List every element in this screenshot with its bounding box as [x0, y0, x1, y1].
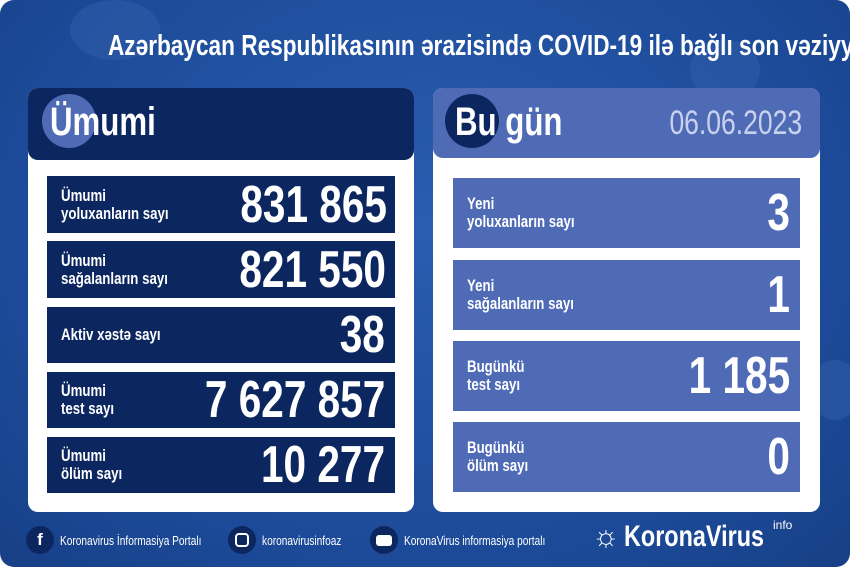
- total-tests-row: Ümumi test sayı 7 627 857: [47, 371, 395, 429]
- today-panel: Bu gün 06.06.2023 Yeni yoluxanların sayı 3…: [433, 88, 820, 512]
- today-title: Bu gün: [455, 100, 563, 144]
- youtube-link[interactable]: KoronaVirus informasiya portalı: [370, 526, 585, 554]
- youtube-icon: [370, 526, 398, 554]
- today-tests-row: Bugünkü test sayı 1 185: [453, 341, 800, 411]
- sun-icon: ☼: [592, 520, 620, 553]
- total-recovered-row: Ümumi sağalanların sayı 821 550: [47, 241, 395, 299]
- total-panel: Ümumi Ümumi yoluxanların sayı 831 865 Ümum…: [28, 88, 414, 512]
- total-infected-row: Ümumi yoluxanların sayı 831 865: [47, 176, 395, 234]
- page-title: Azərbaycan Respublikasının ərazisində CO…: [107, 30, 850, 62]
- virus-icon: [445, 94, 499, 148]
- virus-icon: [42, 94, 96, 148]
- instagram-icon: [228, 526, 256, 554]
- brand-logo: ☼ KoronaVirus info: [592, 518, 793, 553]
- total-deaths-row: Ümumi ölüm sayı 10 277: [47, 436, 395, 494]
- new-recovered-row: Yeni sağalanların sayı 1: [453, 260, 800, 330]
- new-infected-row: Yeni yoluxanların sayı 3: [453, 178, 800, 248]
- instagram-link[interactable]: koronavirusinfoaz: [228, 526, 364, 554]
- virus-decoration: [70, 0, 160, 60]
- date: 06.06.2023: [669, 104, 802, 142]
- total-title: Ümumi: [50, 100, 156, 144]
- total-header: Ümumi: [28, 88, 414, 160]
- today-deaths-row: Bugünkü ölüm sayı 0: [453, 422, 800, 492]
- facebook-link[interactable]: f Koronavirus İnformasiya Portalı: [26, 526, 241, 554]
- facebook-icon: f: [26, 526, 54, 554]
- today-header: Bu gün 06.06.2023: [433, 88, 820, 158]
- active-cases-row: Aktiv xəstə sayı 38: [47, 306, 395, 364]
